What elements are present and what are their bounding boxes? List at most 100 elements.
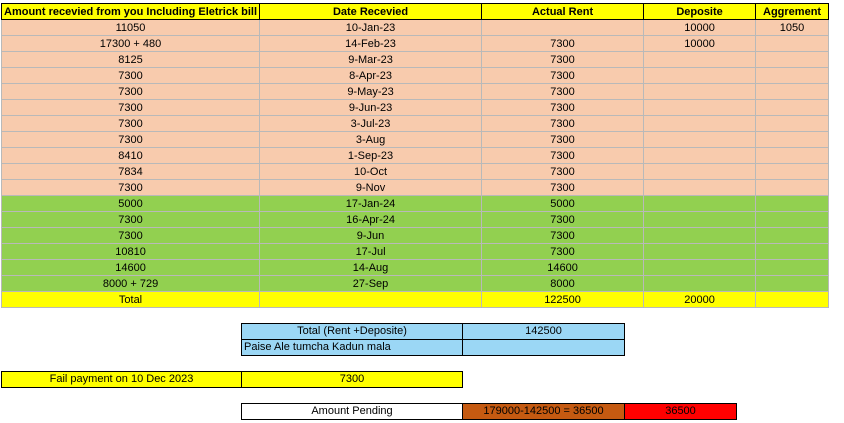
cell-amount[interactable]: Total — [0, 291, 261, 308]
cell-amount[interactable]: 10810 — [0, 243, 261, 260]
cell-deposite[interactable] — [643, 227, 757, 244]
cell-deposite[interactable] — [643, 243, 757, 260]
cell-aggrement[interactable] — [755, 51, 830, 68]
cell-actual-rent[interactable]: 7300 — [481, 83, 645, 100]
cell-aggrement[interactable] — [755, 83, 830, 100]
cell-aggrement[interactable] — [755, 163, 830, 180]
cell-date[interactable]: 1-Sep-23 — [259, 147, 483, 164]
cell-deposite[interactable] — [643, 147, 757, 164]
cell-actual-rent[interactable]: 7300 — [481, 67, 645, 84]
pending-value[interactable]: 36500 — [624, 403, 737, 420]
cell-actual-rent[interactable]: 7300 — [481, 51, 645, 68]
cell-deposite[interactable] — [643, 275, 757, 292]
cell-date[interactable]: 10-Oct — [259, 163, 483, 180]
cell-deposite[interactable] — [643, 115, 757, 132]
cell-actual-rent[interactable] — [481, 19, 645, 36]
cell-amount[interactable]: 7300 — [0, 179, 261, 196]
cell-date[interactable]: 10-Jan-23 — [259, 19, 483, 36]
cell-date[interactable]: 8-Apr-23 — [259, 67, 483, 84]
summary-note-value[interactable] — [462, 339, 625, 356]
cell-date[interactable]: 3-Aug — [259, 131, 483, 148]
header-aggrement[interactable]: Aggrement — [755, 3, 830, 20]
cell-aggrement[interactable] — [755, 291, 830, 308]
cell-actual-rent[interactable]: 7300 — [481, 35, 645, 52]
cell-amount[interactable]: 7300 — [0, 115, 261, 132]
cell-deposite[interactable] — [643, 259, 757, 276]
cell-amount[interactable]: 7300 — [0, 99, 261, 116]
cell-amount[interactable]: 8000 + 729 — [0, 275, 261, 292]
cell-actual-rent[interactable]: 7300 — [481, 211, 645, 228]
cell-aggrement[interactable] — [755, 35, 830, 52]
cell-aggrement[interactable] — [755, 67, 830, 84]
cell-date[interactable]: 9-Nov — [259, 179, 483, 196]
cell-amount[interactable]: 17300 + 480 — [0, 35, 261, 52]
cell-actual-rent[interactable]: 7300 — [481, 99, 645, 116]
pending-formula[interactable]: 179000-142500 = 36500 — [462, 403, 625, 420]
cell-actual-rent[interactable]: 7300 — [481, 115, 645, 132]
cell-aggrement[interactable] — [755, 179, 830, 196]
cell-date[interactable]: 27-Sep — [259, 275, 483, 292]
cell-date[interactable]: 17-Jan-24 — [259, 195, 483, 212]
cell-actual-rent[interactable]: 7300 — [481, 147, 645, 164]
cell-amount[interactable]: 8410 — [0, 147, 261, 164]
cell-date[interactable]: 3-Jul-23 — [259, 115, 483, 132]
cell-deposite[interactable] — [643, 131, 757, 148]
cell-aggrement[interactable] — [755, 147, 830, 164]
cell-deposite[interactable] — [643, 163, 757, 180]
pending-label[interactable]: Amount Pending — [241, 403, 463, 420]
cell-actual-rent[interactable]: 7300 — [481, 227, 645, 244]
cell-date[interactable]: 9-Mar-23 — [259, 51, 483, 68]
cell-aggrement[interactable] — [755, 275, 830, 292]
cell-actual-rent[interactable]: 7300 — [481, 163, 645, 180]
cell-amount[interactable]: 7300 — [0, 83, 261, 100]
cell-amount[interactable]: 7300 — [0, 211, 261, 228]
header-date[interactable]: Date Recevied — [259, 3, 483, 20]
cell-aggrement[interactable] — [755, 99, 830, 116]
cell-date[interactable] — [259, 291, 483, 308]
cell-actual-rent[interactable]: 14600 — [481, 259, 645, 276]
cell-actual-rent[interactable]: 7300 — [481, 131, 645, 148]
cell-aggrement[interactable] — [755, 227, 830, 244]
cell-aggrement[interactable] — [755, 115, 830, 132]
cell-actual-rent[interactable]: 7300 — [481, 179, 645, 196]
header-amount[interactable]: Amount recevied from you Including Eletr… — [0, 3, 261, 20]
cell-date[interactable]: 14-Feb-23 — [259, 35, 483, 52]
cell-deposite[interactable] — [643, 179, 757, 196]
cell-actual-rent[interactable]: 8000 — [481, 275, 645, 292]
cell-amount[interactable]: 7300 — [0, 67, 261, 84]
cell-date[interactable]: 9-Jun-23 — [259, 99, 483, 116]
cell-amount[interactable]: 14600 — [0, 259, 261, 276]
cell-amount[interactable]: 7300 — [0, 227, 261, 244]
header-deposite[interactable]: Deposite — [643, 3, 757, 20]
cell-actual-rent[interactable]: 122500 — [481, 291, 645, 308]
cell-deposite[interactable]: 10000 — [643, 19, 757, 36]
cell-aggrement[interactable] — [755, 243, 830, 260]
summary-note-label[interactable]: Paise Ale tumcha Kadun mala — [241, 339, 463, 356]
cell-aggrement[interactable] — [755, 131, 830, 148]
cell-amount[interactable]: 7300 — [0, 131, 261, 148]
summary-total-value[interactable]: 142500 — [462, 323, 625, 340]
cell-deposite[interactable] — [643, 83, 757, 100]
cell-aggrement[interactable] — [755, 195, 830, 212]
fail-payment-value[interactable]: 7300 — [241, 371, 463, 388]
cell-date[interactable]: 16-Apr-24 — [259, 211, 483, 228]
header-actual-rent[interactable]: Actual Rent — [481, 3, 645, 20]
cell-deposite[interactable] — [643, 51, 757, 68]
cell-aggrement[interactable] — [755, 211, 830, 228]
cell-deposite[interactable] — [643, 195, 757, 212]
cell-amount[interactable]: 7834 — [0, 163, 261, 180]
cell-deposite[interactable]: 20000 — [643, 291, 757, 308]
cell-date[interactable]: 14-Aug — [259, 259, 483, 276]
fail-payment-label[interactable]: Fail payment on 10 Dec 2023 — [1, 371, 242, 388]
cell-date[interactable]: 9-Jun — [259, 227, 483, 244]
cell-deposite[interactable] — [643, 67, 757, 84]
cell-deposite[interactable]: 10000 — [643, 35, 757, 52]
cell-aggrement[interactable] — [755, 259, 830, 276]
cell-actual-rent[interactable]: 7300 — [481, 243, 645, 260]
cell-actual-rent[interactable]: 5000 — [481, 195, 645, 212]
summary-total-label[interactable]: Total (Rent +Deposite) — [241, 323, 463, 340]
cell-deposite[interactable] — [643, 99, 757, 116]
cell-amount[interactable]: 11050 — [0, 19, 261, 36]
cell-date[interactable]: 17-Jul — [259, 243, 483, 260]
cell-date[interactable]: 9-May-23 — [259, 83, 483, 100]
